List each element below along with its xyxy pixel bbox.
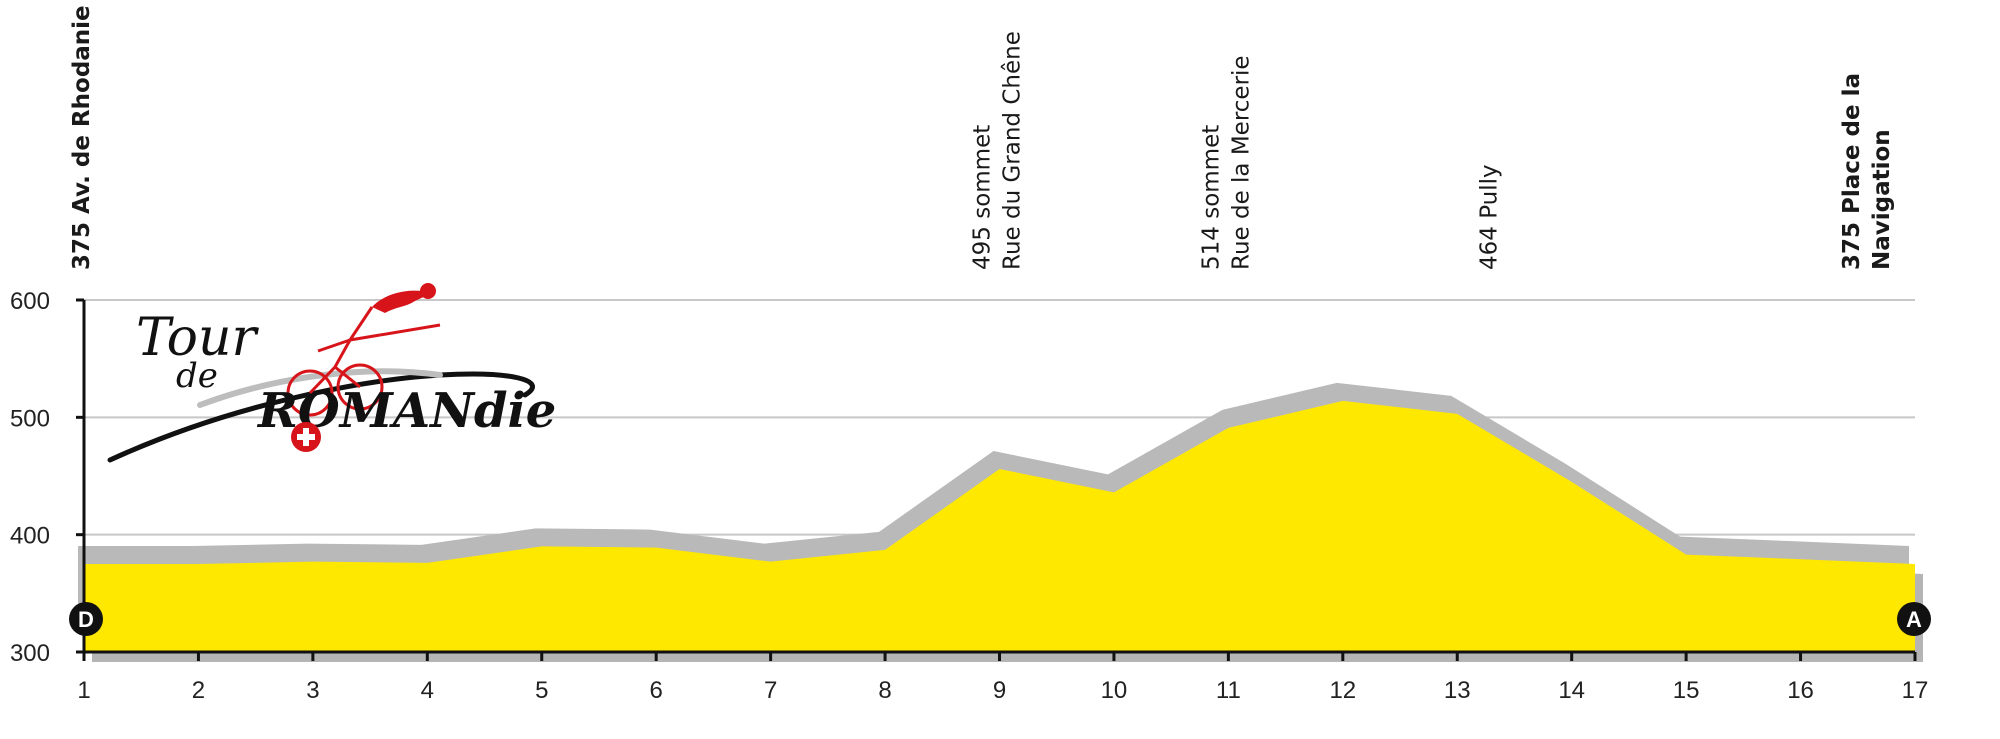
profile-area: [84, 400, 1915, 652]
x-tick-label: 11: [1216, 677, 1241, 704]
cyclist-icon: [286, 283, 441, 417]
elevation-area: [78, 382, 1923, 662]
finish-marker-label: A: [1906, 607, 1922, 632]
tour-de-romandie-logo: Tour de ROMANdie: [107, 283, 556, 463]
x-tick-label: 14: [1558, 677, 1585, 704]
x-tick-label: 17: [1902, 677, 1929, 704]
y-tick-label: 600: [10, 288, 50, 315]
waypoint-annotations: 375 Av. de Rhodanie 495 sommet Rue du Gran…: [69, 5, 1895, 270]
x-tick-label: 9: [993, 677, 1006, 704]
waypoint-annotation: 464 Pully: [1477, 164, 1503, 270]
start-marker-circle: [69, 602, 103, 636]
y-tick-label: 400: [10, 523, 50, 550]
x-tick-label: 7: [764, 677, 777, 704]
logo-swoosh: [107, 371, 535, 463]
logo-text-de: de: [176, 356, 218, 396]
logo-text-tour: Tour: [136, 308, 259, 368]
waypoint-label: 514 sommet: [1198, 125, 1224, 270]
waypoint-label: Rue du Grand Chêne: [1000, 31, 1026, 270]
swiss-flag-icon: [291, 422, 321, 452]
x-tick-label: 4: [421, 677, 434, 704]
x-tick-label: 2: [192, 677, 205, 704]
waypoint-annotation: 375 Place de la Navigation: [1839, 73, 1895, 270]
waypoint-label: 464 Pully: [1477, 164, 1503, 270]
y-tick-label: 300: [10, 640, 50, 667]
x-tick-label: 16: [1787, 677, 1814, 704]
x-tick-label: 5: [535, 677, 548, 704]
start-marker-label: D: [78, 607, 94, 632]
x-tick-label: 13: [1444, 677, 1471, 704]
waypoint-annotation: 375 Av. de Rhodanie: [69, 5, 95, 270]
waypoint-annotation: 495 sommet Rue du Grand Chêne: [970, 31, 1026, 270]
waypoint-annotation: 514 sommet Rue de la Mercerie: [1198, 55, 1254, 270]
x-tick-label: 6: [650, 677, 663, 704]
waypoint-label: 375 Place de la: [1839, 73, 1865, 270]
x-tick-labels: 1 2 3 4 5 6 7 8 9 10 11 12 13 14 15 16 17: [77, 677, 1928, 704]
finish-marker-circle: [1897, 602, 1931, 636]
waypoint-label: 375 Av. de Rhodanie: [69, 5, 95, 270]
y-tick-label: 500: [10, 405, 50, 432]
y-tick-labels: 300 400 500 600: [10, 288, 50, 667]
x-tick-label: 1: [77, 677, 90, 704]
x-tick-label: 8: [878, 677, 891, 704]
axes: [76, 298, 1917, 661]
x-tick-label: 15: [1673, 677, 1700, 704]
waypoint-label: Navigation: [1869, 129, 1895, 270]
x-tick-label: 3: [306, 677, 319, 704]
x-tick-label: 12: [1329, 677, 1356, 704]
x-tick-label: 10: [1101, 677, 1128, 704]
waypoint-label: Rue de la Mercerie: [1228, 55, 1254, 270]
waypoint-label: 495 sommet: [970, 125, 996, 270]
